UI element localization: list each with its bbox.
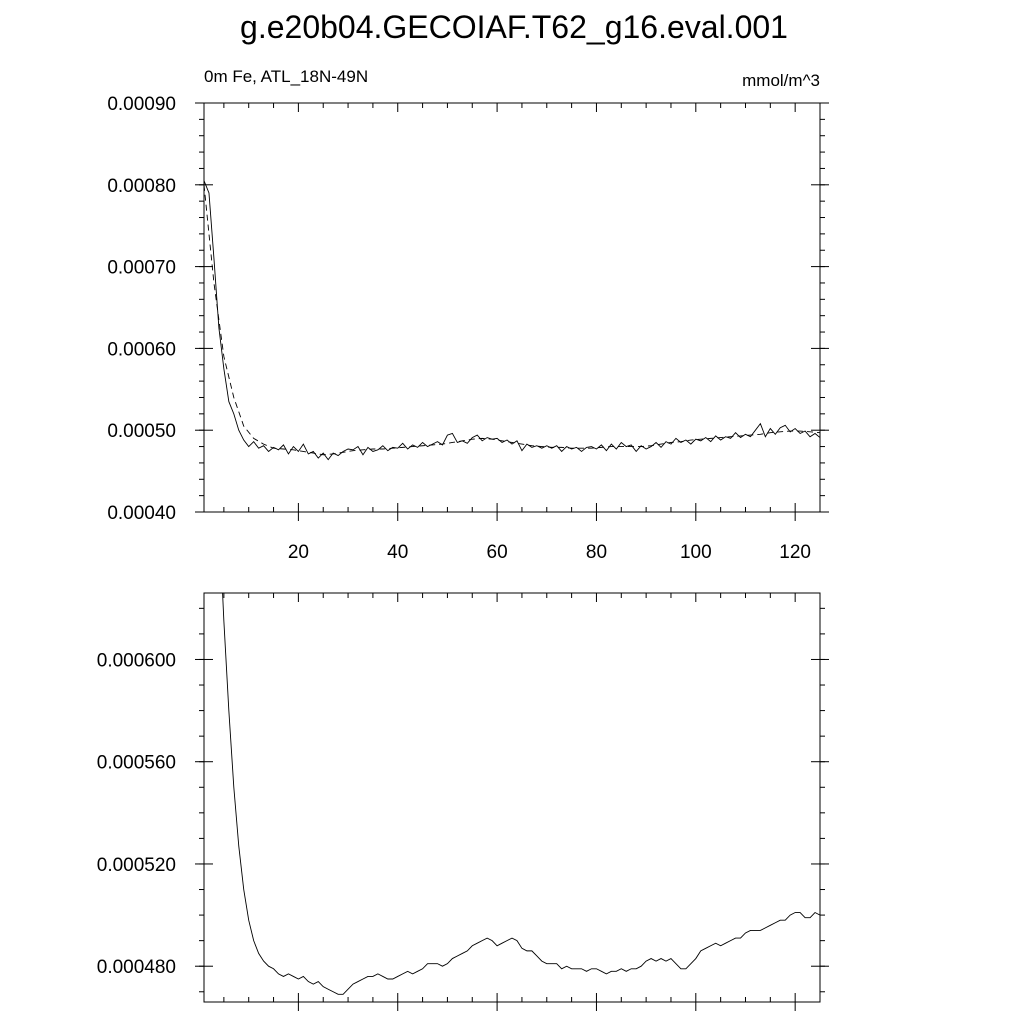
top-y-tick-label: 0.00050 bbox=[107, 421, 176, 442]
top-x-tick-label: 120 bbox=[779, 542, 811, 563]
bottom-series-lines bbox=[222, 593, 820, 995]
top-series-dashed-line bbox=[204, 184, 820, 456]
bottom-panel: 0.000480 0.000520 0.000560 0.000600 bbox=[97, 592, 829, 1011]
bottom-y-tick-label: 0.000560 bbox=[97, 753, 176, 774]
bottom-series-solid-line bbox=[222, 593, 820, 995]
top-panel-left-label: 0m Fe, ATL_18N-49N bbox=[204, 67, 368, 86]
top-y-tick-label: 0.00070 bbox=[107, 258, 176, 279]
top-y-tick-label: 0.00060 bbox=[107, 339, 176, 360]
top-x-tick-label: 40 bbox=[387, 542, 408, 563]
bottom-y-tick-label: 0.000520 bbox=[97, 855, 176, 876]
top-series-solid-line bbox=[204, 180, 820, 461]
top-x-tick-label: 20 bbox=[288, 542, 309, 563]
top-y-tick-label: 0.00080 bbox=[107, 176, 176, 197]
top-panel-right-label: mmol/m^3 bbox=[742, 71, 820, 90]
top-panel: 0m Fe, ATL_18N-49N mmol/m^3 20 40 60 80 100 1… bbox=[107, 67, 829, 563]
top-x-tick-label: 80 bbox=[586, 542, 607, 563]
bottom-y-tick-label: 0.000600 bbox=[97, 650, 176, 671]
top-y-tick-label: 0.00090 bbox=[107, 94, 176, 115]
top-axis-ticks: 20 40 60 80 100 120 0.00040 0.00050 0.00060 0.000… bbox=[107, 94, 829, 563]
top-series-lines bbox=[204, 180, 820, 461]
bottom-y-tick-label: 0.000480 bbox=[97, 957, 176, 978]
top-plot-frame bbox=[203, 102, 821, 513]
bottom-axis-ticks: 0.000480 0.000520 0.000560 0.000600 bbox=[97, 593, 829, 1011]
top-y-tick-label: 0.00040 bbox=[107, 503, 176, 524]
chart-title: g.e20b04.GECOIAF.T62_g16.eval.001 bbox=[240, 9, 788, 45]
top-x-tick-label: 60 bbox=[487, 542, 508, 563]
top-x-tick-label: 100 bbox=[680, 542, 712, 563]
bottom-plot-frame bbox=[203, 592, 821, 1003]
